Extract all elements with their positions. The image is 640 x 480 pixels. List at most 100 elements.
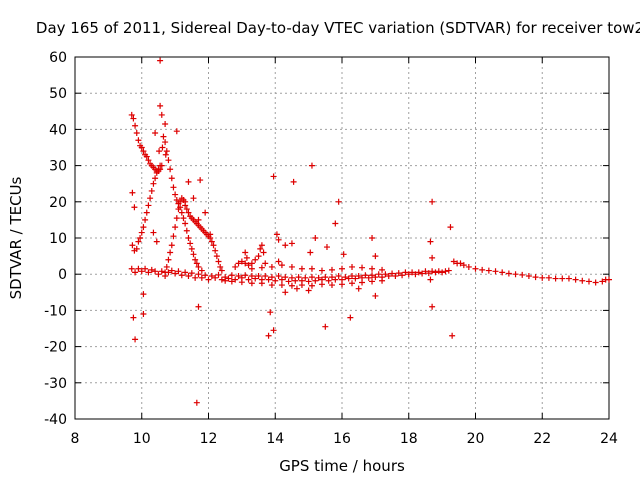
data-point — [369, 265, 376, 272]
data-point — [137, 235, 144, 241]
data-point — [492, 268, 499, 275]
data-point — [429, 198, 436, 205]
data-point — [519, 271, 526, 278]
data-point — [318, 267, 325, 274]
data-point — [572, 276, 579, 283]
data-point — [178, 272, 185, 279]
data-point — [332, 220, 339, 227]
data-point — [282, 274, 289, 281]
data-point — [140, 291, 147, 298]
data-point — [167, 166, 174, 173]
y-tick-label: 10 — [49, 231, 67, 247]
data-point — [257, 245, 264, 252]
data-point — [193, 260, 200, 267]
data-point — [148, 266, 155, 273]
data-point — [328, 266, 335, 273]
data-point — [207, 231, 214, 238]
data-point — [278, 262, 285, 269]
data-point — [158, 268, 165, 275]
data-point — [157, 162, 164, 169]
data-point — [399, 272, 406, 279]
data-point — [268, 274, 275, 281]
data-point — [132, 269, 139, 276]
data-point — [228, 272, 235, 279]
data-point — [135, 265, 142, 272]
data-point — [282, 289, 289, 296]
data-point — [585, 278, 592, 285]
data-point — [347, 314, 354, 321]
data-point — [157, 102, 164, 109]
data-point — [187, 240, 194, 247]
data-point — [168, 175, 175, 182]
data-point — [379, 277, 386, 284]
data-point — [405, 271, 412, 278]
data-point — [435, 268, 442, 275]
y-tick-label: 60 — [49, 50, 67, 66]
x-tick-label: 20 — [467, 431, 485, 447]
data-point — [190, 195, 197, 202]
data-point — [352, 275, 359, 282]
data-point — [485, 267, 492, 274]
y-tick-label: -40 — [44, 412, 67, 428]
data-point — [197, 177, 204, 184]
data-point — [142, 216, 149, 223]
data-point — [369, 272, 376, 279]
data-point — [242, 272, 249, 279]
data-point — [202, 209, 209, 216]
data-point — [143, 209, 150, 216]
x-tick-label: 8 — [71, 431, 80, 447]
data-point — [143, 153, 150, 160]
data-point — [365, 274, 372, 281]
data-point — [565, 275, 572, 282]
data-point — [192, 274, 199, 281]
data-point — [138, 144, 145, 151]
data-point — [248, 273, 255, 280]
data-point — [395, 270, 402, 277]
data-point — [312, 277, 319, 284]
data-point — [165, 269, 172, 276]
data-point — [275, 236, 282, 243]
data-point — [232, 263, 239, 270]
data-point — [479, 266, 486, 273]
data-point — [445, 267, 452, 274]
data-point — [182, 202, 189, 209]
data-point — [252, 275, 259, 282]
data-point — [198, 274, 205, 281]
y-tick-label: 50 — [49, 86, 67, 102]
data-point — [559, 275, 566, 282]
data-point — [288, 240, 295, 247]
data-point — [328, 282, 335, 289]
data-point — [328, 274, 335, 281]
data-point — [132, 336, 139, 343]
data-point — [205, 276, 212, 283]
data-point — [307, 249, 314, 256]
data-point — [422, 268, 429, 275]
data-point — [147, 195, 154, 202]
data-point — [359, 264, 366, 271]
data-point — [175, 268, 182, 275]
data-point — [218, 267, 225, 274]
data-point — [339, 265, 345, 272]
data-point — [372, 292, 379, 299]
data-point — [592, 279, 599, 286]
data-point — [172, 224, 179, 231]
data-point — [512, 271, 519, 278]
data-point — [142, 265, 149, 272]
data-point — [305, 278, 312, 285]
data-point — [460, 262, 467, 269]
data-point — [325, 277, 332, 284]
data-point — [270, 173, 277, 180]
data-point — [268, 282, 275, 289]
x-tick-label: 24 — [600, 431, 618, 447]
data-point — [362, 272, 369, 279]
data-point — [425, 270, 432, 277]
data-point — [217, 263, 224, 270]
data-point — [339, 281, 345, 288]
x-tick-label: 14 — [266, 431, 284, 447]
data-point — [185, 235, 192, 241]
data-point — [312, 235, 319, 241]
data-point — [293, 285, 300, 292]
data-point — [138, 229, 145, 236]
y-tick-label: -20 — [44, 340, 67, 356]
